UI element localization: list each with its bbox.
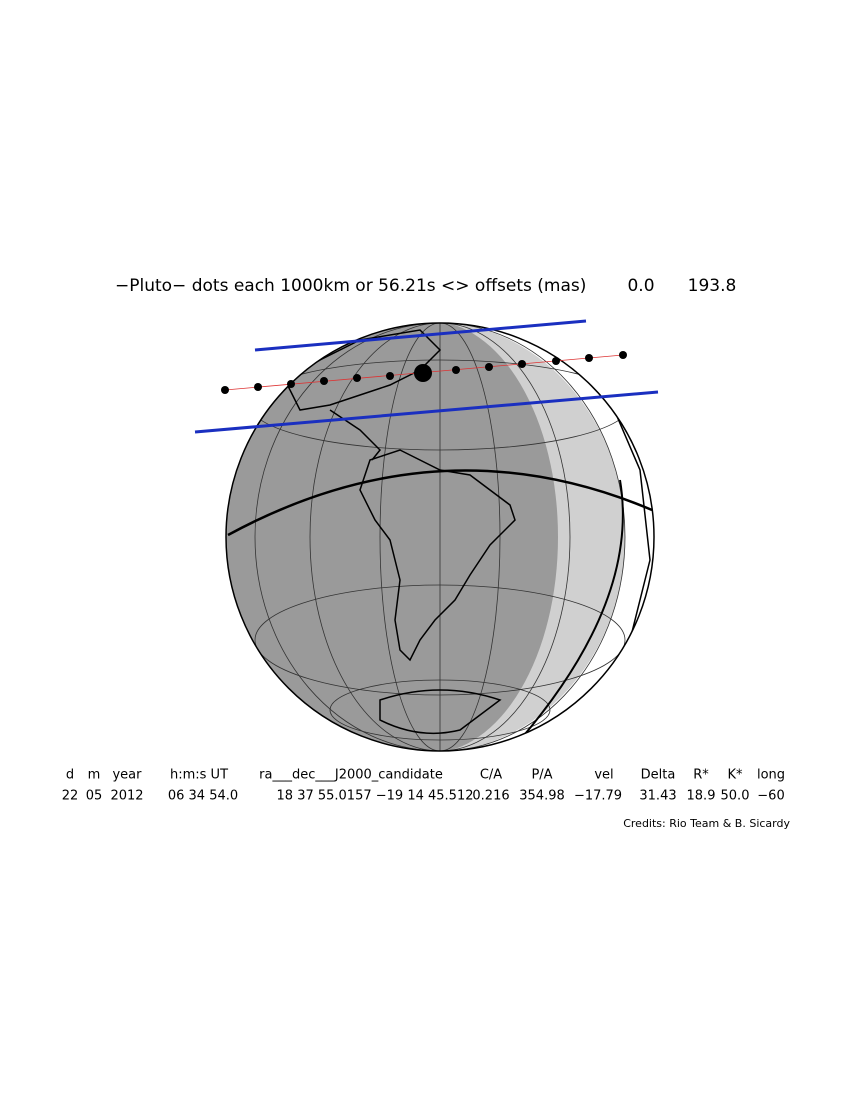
table-header: R* xyxy=(693,768,709,783)
shadow-limit xyxy=(254,319,587,352)
table-header: year xyxy=(112,768,142,783)
table-header: K* xyxy=(727,768,743,783)
offset: 0.0 xyxy=(627,276,654,296)
table-cell: −17.79 xyxy=(574,789,622,804)
table-header: long xyxy=(757,768,785,783)
dots xyxy=(221,351,627,394)
table-header: ra___dec___J2000_candidate xyxy=(259,768,443,783)
globe-outline xyxy=(225,322,655,752)
table-header: P/A xyxy=(531,768,552,783)
table-cell: −60 xyxy=(757,789,784,804)
table-cell: 0.216 xyxy=(472,789,509,804)
table-header: h:m:s UT xyxy=(170,768,228,783)
data-table: d m year h:m:s UT ra___dec___J2000_candidate… xyxy=(62,768,785,804)
table-cell: 2012 xyxy=(110,789,143,804)
table-header: d xyxy=(66,768,74,783)
credits: Credits: Rio Team & B. Sicardy xyxy=(623,817,790,830)
table-cell: 06 34 54.0 xyxy=(168,789,238,804)
table-cell: 31.43 xyxy=(639,789,676,804)
table-cell: 50.0 xyxy=(721,789,750,804)
table-header: C/A xyxy=(480,768,502,783)
globe xyxy=(226,323,654,751)
table-cell: 05 xyxy=(86,789,103,804)
table-cell: 18 37 55.0157 −19 14 45.512 xyxy=(277,789,474,804)
shadow-limit xyxy=(194,390,659,434)
table-header: m xyxy=(88,768,101,783)
offset: 193.8 xyxy=(688,276,737,296)
table-cell: 22 xyxy=(62,789,79,804)
table-cell: 18.9 xyxy=(687,789,716,804)
table-header: Delta xyxy=(641,768,676,783)
title: −Pluto− dots each 1000km or 56.21s <> of… xyxy=(115,276,586,296)
table-cell: 354.98 xyxy=(519,789,565,804)
table-header: vel xyxy=(594,768,613,783)
